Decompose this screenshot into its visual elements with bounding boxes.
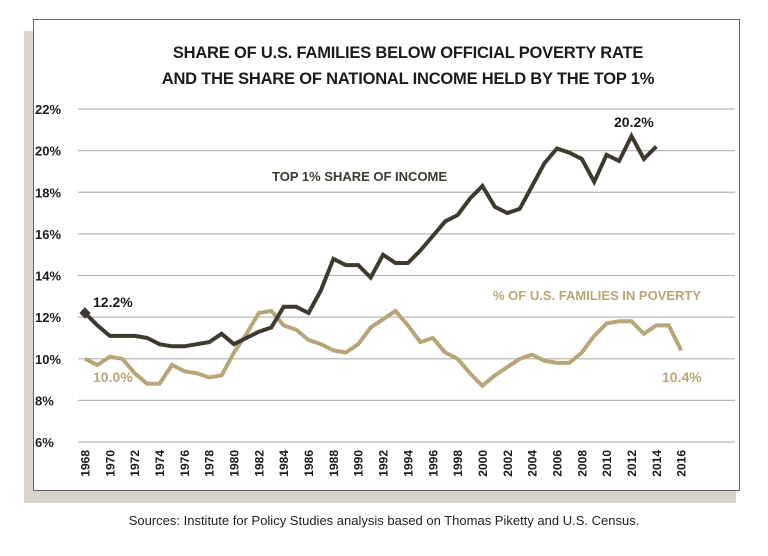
x-tick-label: 1970 <box>103 450 117 477</box>
y-tick-label: 10% <box>35 352 61 367</box>
x-tick-label: 1974 <box>153 450 167 477</box>
x-tick-label: 1992 <box>377 450 391 477</box>
x-tick-label: 2008 <box>575 450 589 477</box>
series-label-poverty: % OF U.S. FAMILIES IN POVERTY <box>493 288 701 303</box>
x-tick-label: 2012 <box>625 450 639 477</box>
x-tick-label: 1984 <box>277 450 291 477</box>
x-tick-label: 1972 <box>128 450 142 477</box>
x-tick-label: 2006 <box>550 450 564 477</box>
value-annotation: 10.0% <box>93 369 133 385</box>
source-note: Sources: Institute for Policy Studies an… <box>128 513 640 528</box>
gridlines <box>78 108 735 443</box>
series-line-poverty <box>84 308 683 389</box>
value-annotation: 10.4% <box>662 369 702 385</box>
x-tick-label: 1978 <box>203 450 217 477</box>
series-label-top1: TOP 1% SHARE OF INCOME <box>272 169 447 184</box>
y-tick-label: 22% <box>35 102 61 117</box>
x-tick-label: 1980 <box>228 450 242 477</box>
chart-subtitle: AND THE SHARE OF NATIONAL INCOME HELD BY… <box>162 70 655 88</box>
x-tick-label: 1982 <box>252 450 266 477</box>
series-line-top1 <box>83 131 658 349</box>
y-tick-label: 6% <box>35 435 54 450</box>
x-tick-label: 2016 <box>675 450 689 477</box>
y-tick-label: 14% <box>35 269 61 284</box>
x-tick-label: 1968 <box>79 450 93 477</box>
x-tick-label: 2002 <box>501 450 515 477</box>
x-tick-label: 2014 <box>650 450 664 477</box>
y-tick-label: 20% <box>35 144 61 159</box>
data-annotations: 12.2% 20.2% 10.0% 10.4% <box>93 114 702 385</box>
x-tick-label: 1988 <box>327 450 341 477</box>
x-tick-label: 2004 <box>526 450 540 477</box>
y-tick-label: 16% <box>35 227 61 242</box>
x-tick-label: 1976 <box>178 450 192 477</box>
x-tick-label: 1998 <box>451 450 465 477</box>
x-tick-label: 2000 <box>476 450 490 477</box>
y-tick-label: 8% <box>35 393 54 408</box>
x-tick-label: 1986 <box>302 450 316 477</box>
x-tick-label: 1994 <box>401 450 415 477</box>
x-tick-label: 1990 <box>352 450 366 477</box>
value-annotation: 20.2% <box>614 114 654 130</box>
x-tick-label: 1996 <box>426 450 440 477</box>
y-tick-label: 18% <box>35 185 61 200</box>
y-tick-label: 12% <box>35 310 61 325</box>
chart-title: SHARE OF U.S. FAMILIES BELOW OFFICIAL PO… <box>173 44 644 62</box>
y-axis-ticks: 22% 20% 18% 16% 14% 12% 10% 8% 6% <box>35 102 61 450</box>
x-tick-label: 2010 <box>600 450 614 477</box>
x-axis-ticks: 1968 1970 1972 1974 1976 1978 1980 1982 1984 1986… <box>79 450 689 477</box>
value-annotation: 12.2% <box>93 294 133 310</box>
